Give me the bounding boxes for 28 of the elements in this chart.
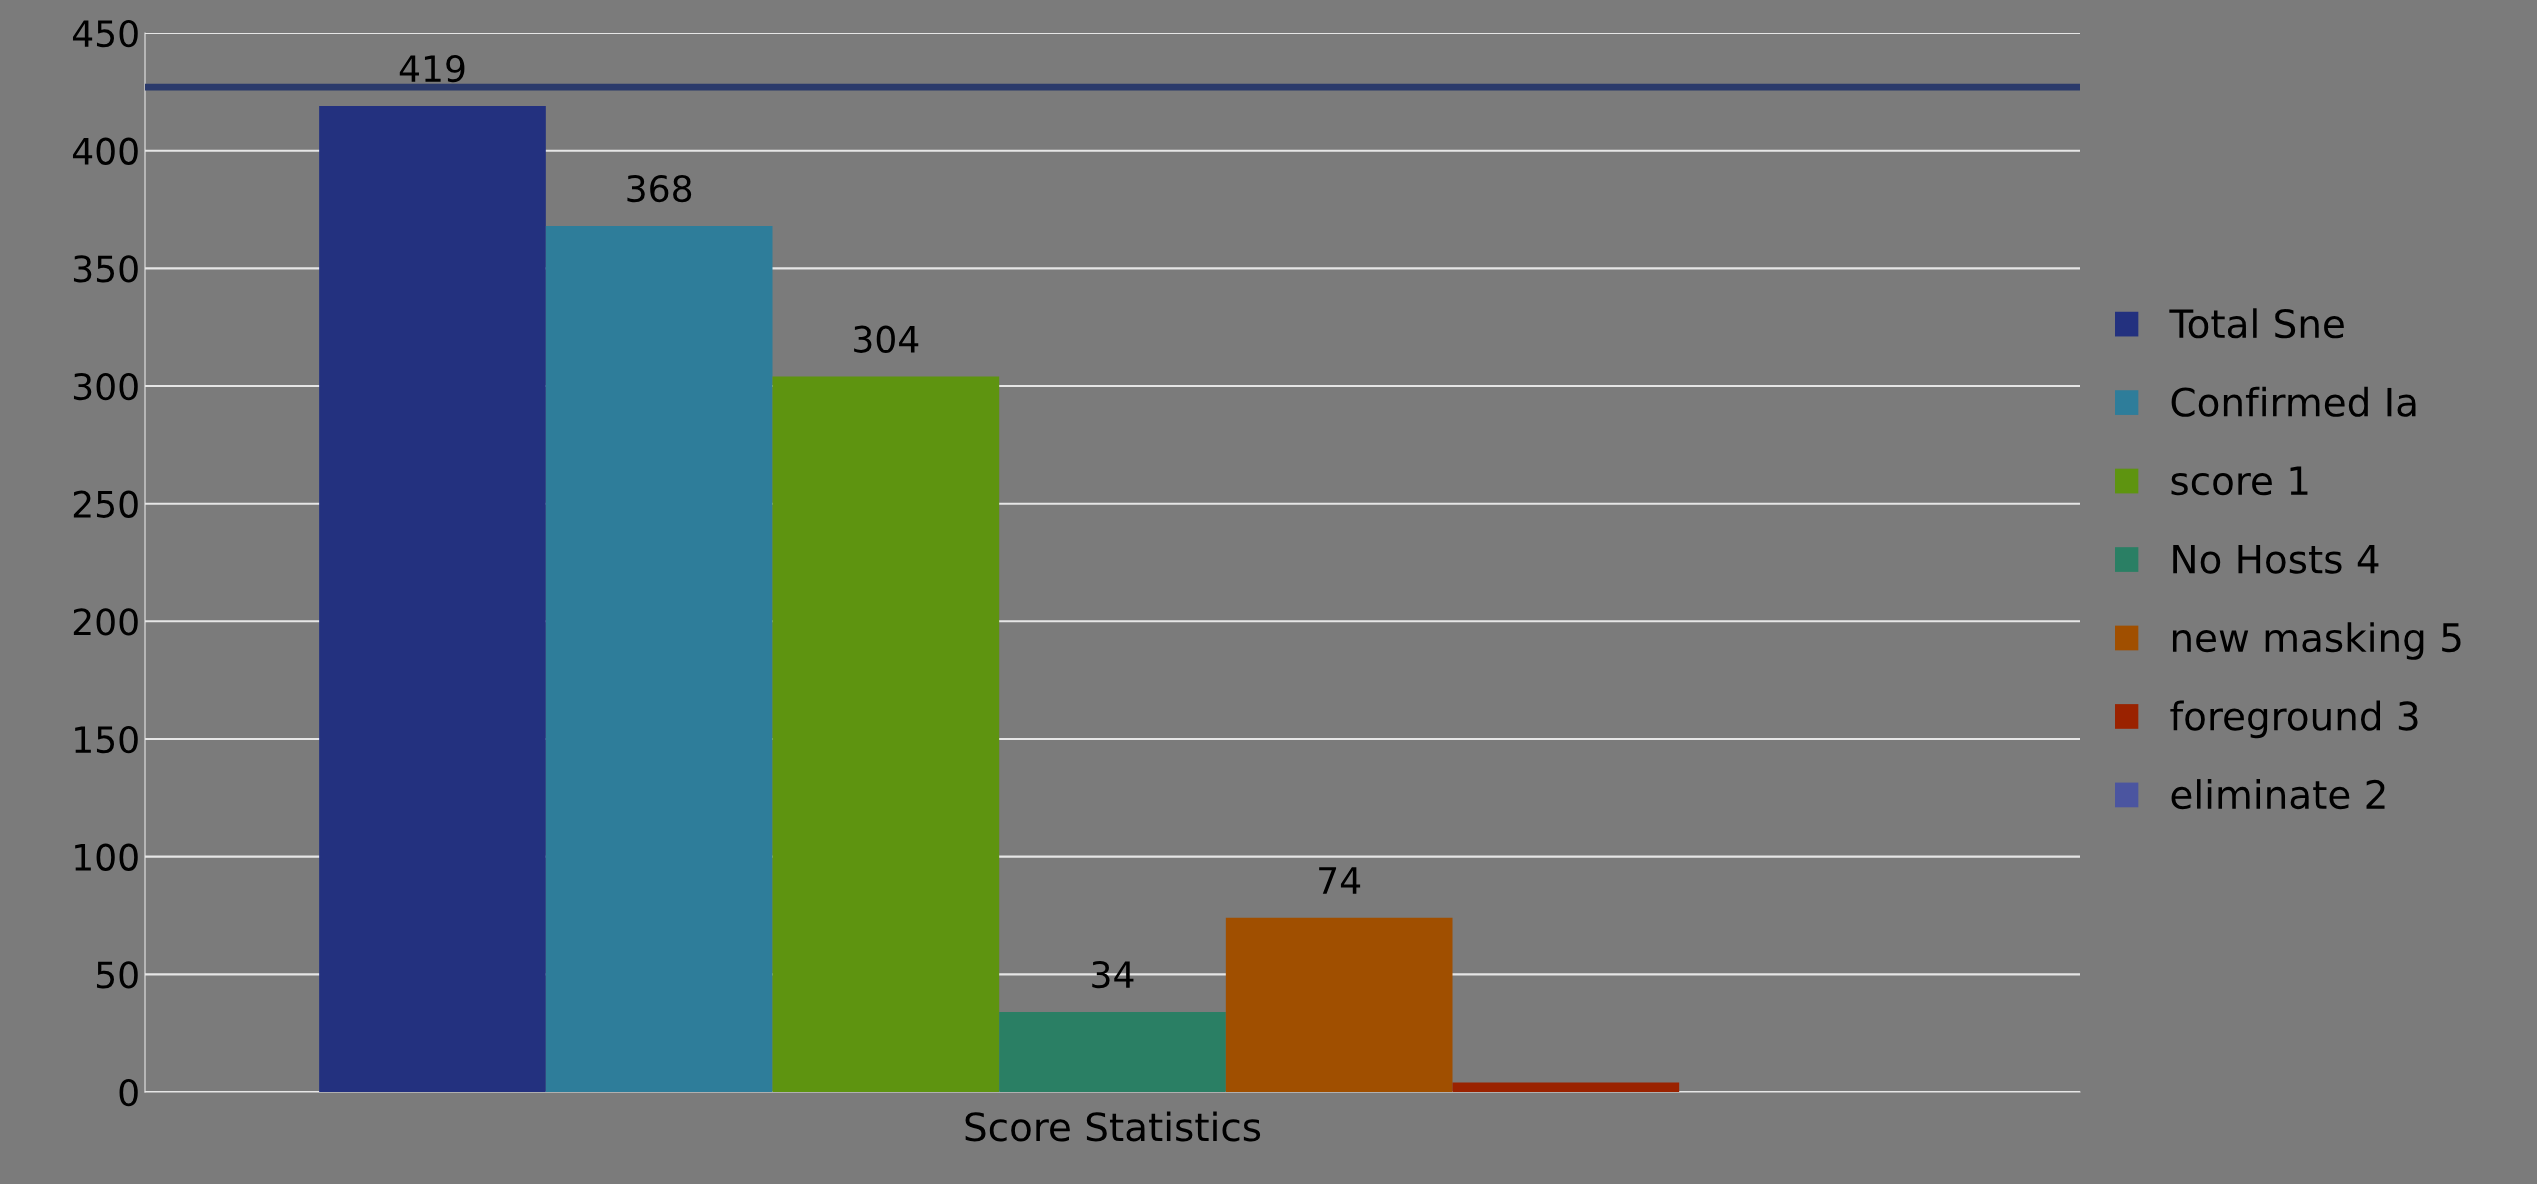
legend-label: Confirmed Ia <box>2171 386 2416 417</box>
y-tick-label: 150 <box>75 725 138 754</box>
data-label: 368 <box>627 175 692 203</box>
bar <box>545 225 773 1092</box>
legend-label: Total Sne <box>2169 308 2344 339</box>
bar <box>1452 1082 1680 1092</box>
y-tick-label: 50 <box>96 961 138 989</box>
y-tick-label: 350 <box>73 255 138 283</box>
legend-label: No Hosts 4 <box>2173 544 2379 574</box>
legend-label: foreground 3 <box>2170 700 2418 739</box>
bar <box>772 376 1000 1092</box>
y-tick-label: 100 <box>75 843 138 871</box>
bar <box>1225 917 1453 1092</box>
y-tick-label: 0 <box>119 1078 138 1107</box>
legend-label: new masking 5 <box>2172 622 2461 660</box>
y-tick-label: 200 <box>73 608 138 636</box>
bar <box>999 1011 1226 1092</box>
x-tick-label: Score Statistics <box>965 1111 1261 1142</box>
y-tick-label: 400 <box>72 137 138 165</box>
data-label: 419 <box>399 54 465 83</box>
y-tick-label: 300 <box>73 372 138 401</box>
data-label: 304 <box>854 325 919 353</box>
legend-label: eliminate 2 <box>2171 779 2385 810</box>
y-tick-label: 450 <box>72 19 138 48</box>
legend-label: score 1 <box>2171 466 2308 496</box>
data-label: 74 <box>1319 867 1361 894</box>
bar <box>319 105 546 1092</box>
y-tick-label: 250 <box>73 490 138 518</box>
